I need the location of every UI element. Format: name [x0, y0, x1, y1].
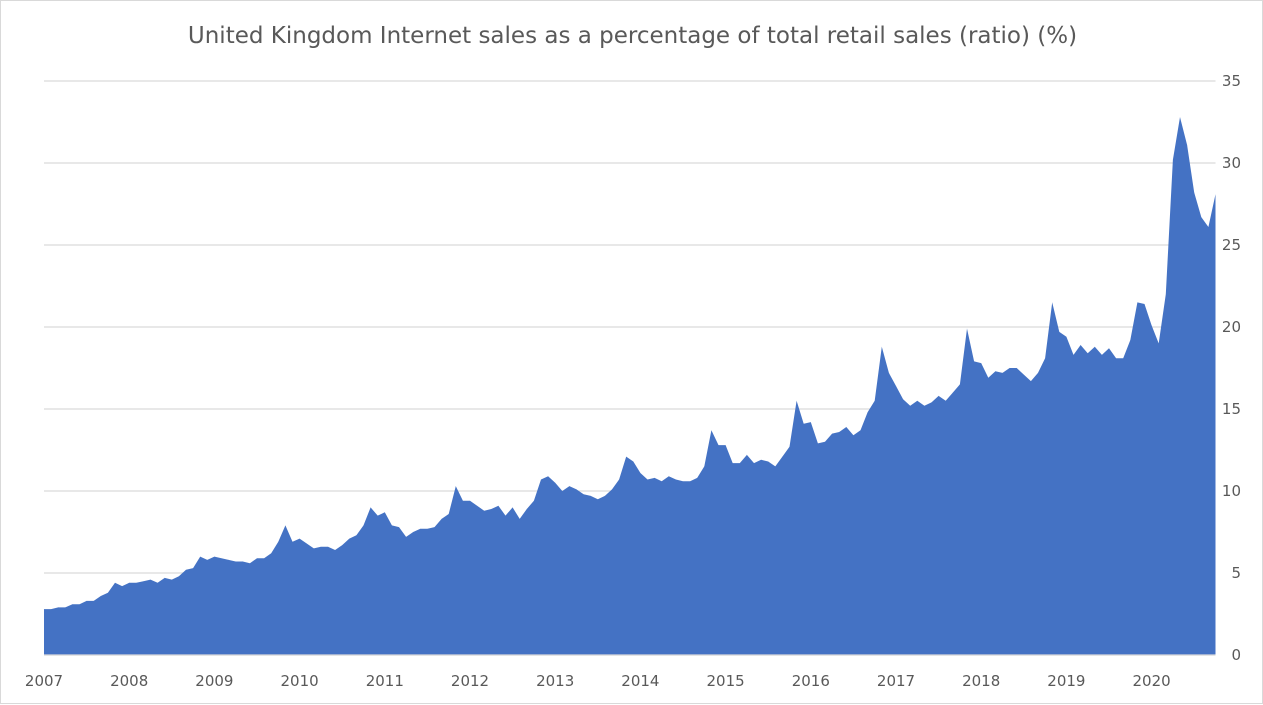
- x-tick-label: 2019: [1047, 672, 1085, 690]
- x-tick-label: 2012: [451, 672, 489, 690]
- y-tick-label: 35: [1222, 72, 1241, 90]
- x-tick-label: 2008: [110, 672, 148, 690]
- x-tick-label: 2017: [877, 672, 915, 690]
- x-tick-label: 2010: [281, 672, 319, 690]
- y-tick-label: 20: [1222, 318, 1241, 336]
- area-series: [44, 117, 1216, 655]
- x-tick-label: 2007: [25, 672, 63, 690]
- y-tick-label: 5: [1231, 564, 1241, 582]
- y-tick-label: 10: [1222, 482, 1241, 500]
- x-tick-label: 2015: [707, 672, 745, 690]
- x-tick-label: 2011: [366, 672, 404, 690]
- y-tick-label: 15: [1222, 400, 1241, 418]
- y-tick-label: 0: [1231, 646, 1241, 664]
- x-tick-label: 2018: [962, 672, 1000, 690]
- x-tick-label: 2016: [792, 672, 830, 690]
- x-tick-label: 2013: [536, 672, 574, 690]
- x-tick-label: 2009: [195, 672, 233, 690]
- x-tick-label: 2020: [1133, 672, 1171, 690]
- y-tick-label: 25: [1222, 236, 1241, 254]
- y-tick-label: 30: [1222, 154, 1241, 172]
- x-tick-label: 2014: [621, 672, 659, 690]
